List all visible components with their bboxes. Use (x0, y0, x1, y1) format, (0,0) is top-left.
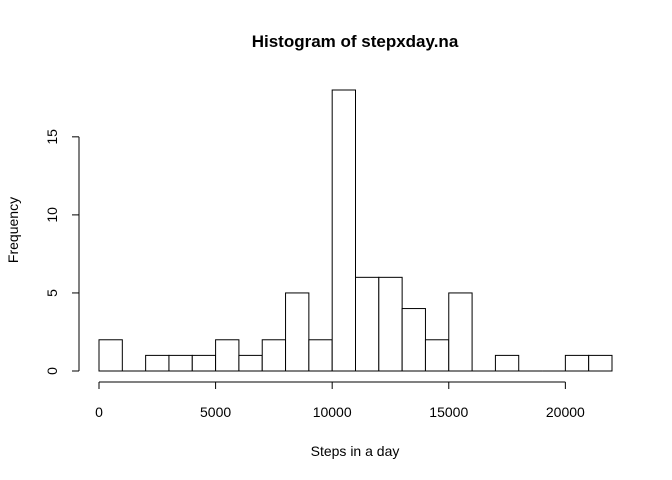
histogram-bar (285, 292, 310, 372)
histogram-bar (564, 354, 590, 372)
x-axis-ticks: 0 5000 10000 15000 20000 (95, 382, 585, 420)
histogram-bar (401, 308, 426, 372)
x-tick-label: 20000 (546, 404, 585, 420)
histogram-bar (191, 354, 217, 372)
x-tick-label: 10000 (313, 404, 352, 420)
y-tick-label: 15 (44, 129, 60, 145)
histogram-bar (308, 339, 333, 372)
histogram-bar (494, 354, 520, 372)
chart-title: Histogram of stepxday.na (252, 32, 459, 51)
histogram-bar (98, 339, 123, 372)
histogram-bar (215, 339, 240, 372)
histogram-bar (588, 354, 613, 372)
x-tick-label: 0 (95, 404, 103, 420)
histogram-bar (238, 354, 263, 372)
histogram-bar (378, 276, 403, 372)
histogram-bar (145, 354, 170, 372)
x-tick-label: 5000 (200, 404, 231, 420)
y-tick-label: 10 (44, 207, 60, 223)
y-axis-label: Frequency (5, 197, 21, 263)
histogram-bar (448, 292, 473, 372)
histogram-bar (331, 89, 357, 372)
histogram-bar (261, 339, 287, 372)
histogram-bar (424, 339, 450, 372)
x-tick-label: 15000 (429, 404, 468, 420)
y-tick-label: 0 (44, 367, 60, 375)
histogram-bar (355, 276, 380, 372)
y-tick-label: 5 (44, 289, 60, 297)
y-axis-ticks: 0 5 10 15 (44, 129, 79, 375)
bars-group (98, 89, 613, 372)
histogram-bar (168, 354, 193, 372)
x-axis-label: Steps in a day (311, 443, 400, 459)
